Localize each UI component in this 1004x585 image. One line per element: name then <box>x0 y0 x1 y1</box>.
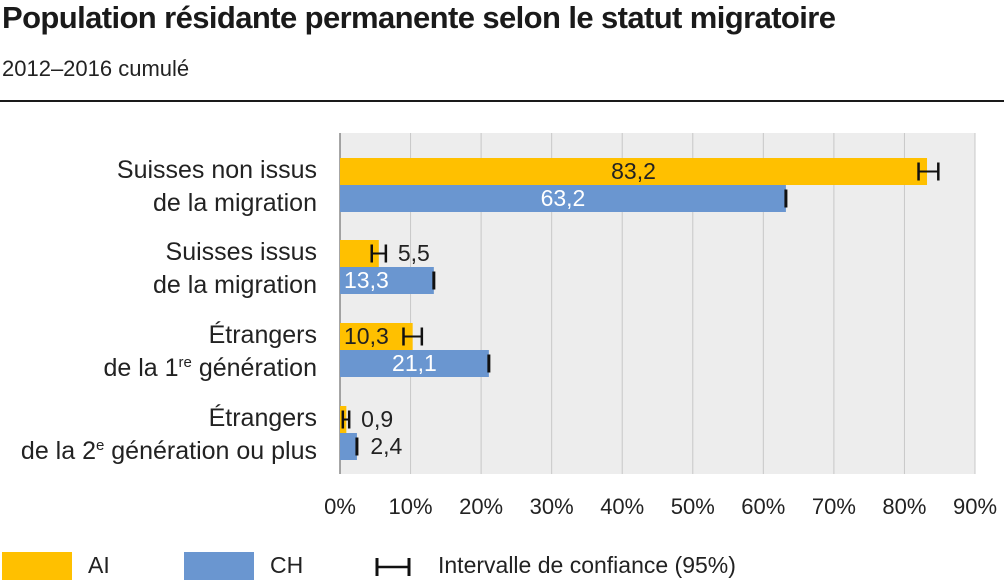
error-bar <box>917 162 940 181</box>
category-label: de la 1re génération <box>103 354 317 382</box>
x-tick-label: 10% <box>389 494 433 519</box>
category-label: Suisses issus <box>166 238 317 266</box>
category-label: Étrangers <box>209 403 317 432</box>
x-tick-label: 80% <box>882 494 926 519</box>
chart-subtitle: 2012–2016 cumulé <box>2 56 190 81</box>
data-label: 83,2 <box>611 158 656 184</box>
data-label: 21,1 <box>392 350 437 376</box>
data-label: 0,9 <box>361 406 393 432</box>
x-tick-label: 40% <box>600 494 644 519</box>
x-tick-label: 60% <box>741 494 785 519</box>
error-bar-icon <box>375 558 411 576</box>
category-label: de la migration <box>153 271 317 299</box>
category-label: Suisses non issus <box>117 156 317 184</box>
data-label: 13,3 <box>344 267 389 293</box>
error-bar <box>341 410 351 429</box>
title-divider <box>0 100 1004 102</box>
bar-ch <box>340 350 489 377</box>
x-tick-label: 30% <box>530 494 574 519</box>
data-label: 10,3 <box>344 323 389 349</box>
legend-label-ch: CH <box>270 552 304 578</box>
legend-swatch-ai <box>2 552 72 580</box>
chart-title: Population résidante permanente selon le… <box>2 0 836 35</box>
legend-swatch-ch <box>184 552 254 580</box>
data-label: 5,5 <box>398 240 430 266</box>
x-tick-label: 70% <box>812 494 856 519</box>
error-bar <box>370 244 388 263</box>
category-label: de la 2e génération ou plus <box>21 437 317 465</box>
bar-ch <box>340 267 434 294</box>
x-tick-label: 20% <box>459 494 503 519</box>
category-label: de la migration <box>153 189 317 217</box>
x-tick-label: 0% <box>324 494 356 519</box>
bar-ch <box>340 433 357 460</box>
bar-ai <box>340 158 928 185</box>
legend-label-ai: AI <box>88 552 110 578</box>
data-label: 63,2 <box>541 185 586 211</box>
bar-ai <box>340 323 413 350</box>
data-label: 2,4 <box>370 433 402 459</box>
x-tick-label: 90% <box>953 494 997 519</box>
legend-label-ci: Intervalle de confiance (95%) <box>438 552 736 578</box>
category-label: Étrangers <box>209 320 317 349</box>
bar-ch <box>340 185 786 212</box>
error-bar <box>402 327 424 346</box>
x-tick-label: 50% <box>671 494 715 519</box>
